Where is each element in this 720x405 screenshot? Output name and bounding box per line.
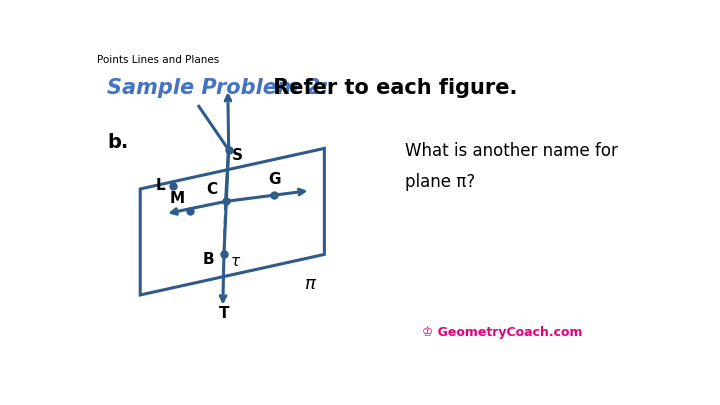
Text: Sample Problem 2:: Sample Problem 2: (107, 78, 328, 98)
Text: plane π?: plane π? (405, 173, 475, 191)
Text: b.: b. (108, 133, 129, 152)
Text: Points Lines and Planes: Points Lines and Planes (96, 55, 219, 66)
Text: What is another name for: What is another name for (405, 142, 618, 160)
Text: M: M (170, 191, 185, 206)
Text: C: C (206, 182, 217, 197)
Text: T: T (219, 306, 229, 321)
Text: L: L (156, 178, 166, 193)
Text: Refer to each figure.: Refer to each figure. (266, 78, 517, 98)
Text: G: G (269, 173, 281, 188)
Text: $\tau$: $\tau$ (230, 254, 240, 269)
Text: B: B (202, 252, 214, 267)
Text: ♔ GeometryCoach.com: ♔ GeometryCoach.com (422, 326, 582, 339)
Text: S: S (233, 148, 243, 163)
Text: $\pi$: $\pi$ (304, 275, 317, 293)
